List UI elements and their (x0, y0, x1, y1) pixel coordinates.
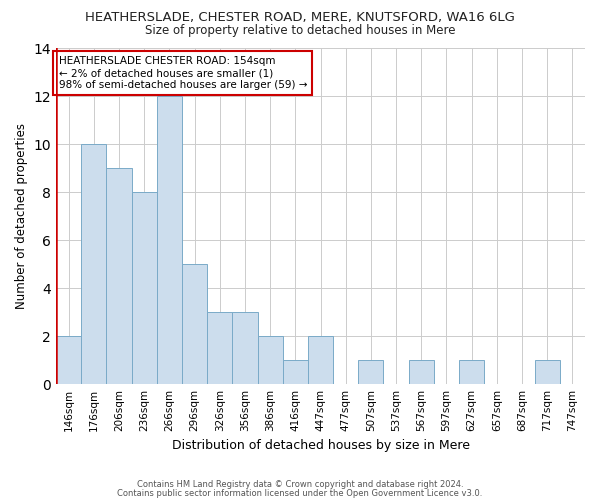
Bar (409, 360, 434, 384)
Bar (232, 312, 257, 384)
Bar (131, 192, 157, 384)
Bar (157, 96, 182, 384)
Bar (358, 360, 383, 384)
Bar (182, 264, 207, 384)
Text: Contains HM Land Registry data © Crown copyright and database right 2024.: Contains HM Land Registry data © Crown c… (137, 480, 463, 489)
Bar (106, 168, 131, 384)
Bar (56, 336, 81, 384)
Bar (257, 336, 283, 384)
Bar (535, 360, 560, 384)
Bar (283, 360, 308, 384)
X-axis label: Distribution of detached houses by size in Mere: Distribution of detached houses by size … (172, 440, 470, 452)
Text: HEATHERSLADE CHESTER ROAD: 154sqm
← 2% of detached houses are smaller (1)
98% of: HEATHERSLADE CHESTER ROAD: 154sqm ← 2% o… (59, 56, 307, 90)
Bar (207, 312, 232, 384)
Bar (459, 360, 484, 384)
Bar (308, 336, 333, 384)
Bar (81, 144, 106, 384)
Text: Size of property relative to detached houses in Mere: Size of property relative to detached ho… (145, 24, 455, 37)
Text: HEATHERSLADE, CHESTER ROAD, MERE, KNUTSFORD, WA16 6LG: HEATHERSLADE, CHESTER ROAD, MERE, KNUTSF… (85, 11, 515, 24)
Y-axis label: Number of detached properties: Number of detached properties (15, 123, 28, 309)
Text: Contains public sector information licensed under the Open Government Licence v3: Contains public sector information licen… (118, 489, 482, 498)
